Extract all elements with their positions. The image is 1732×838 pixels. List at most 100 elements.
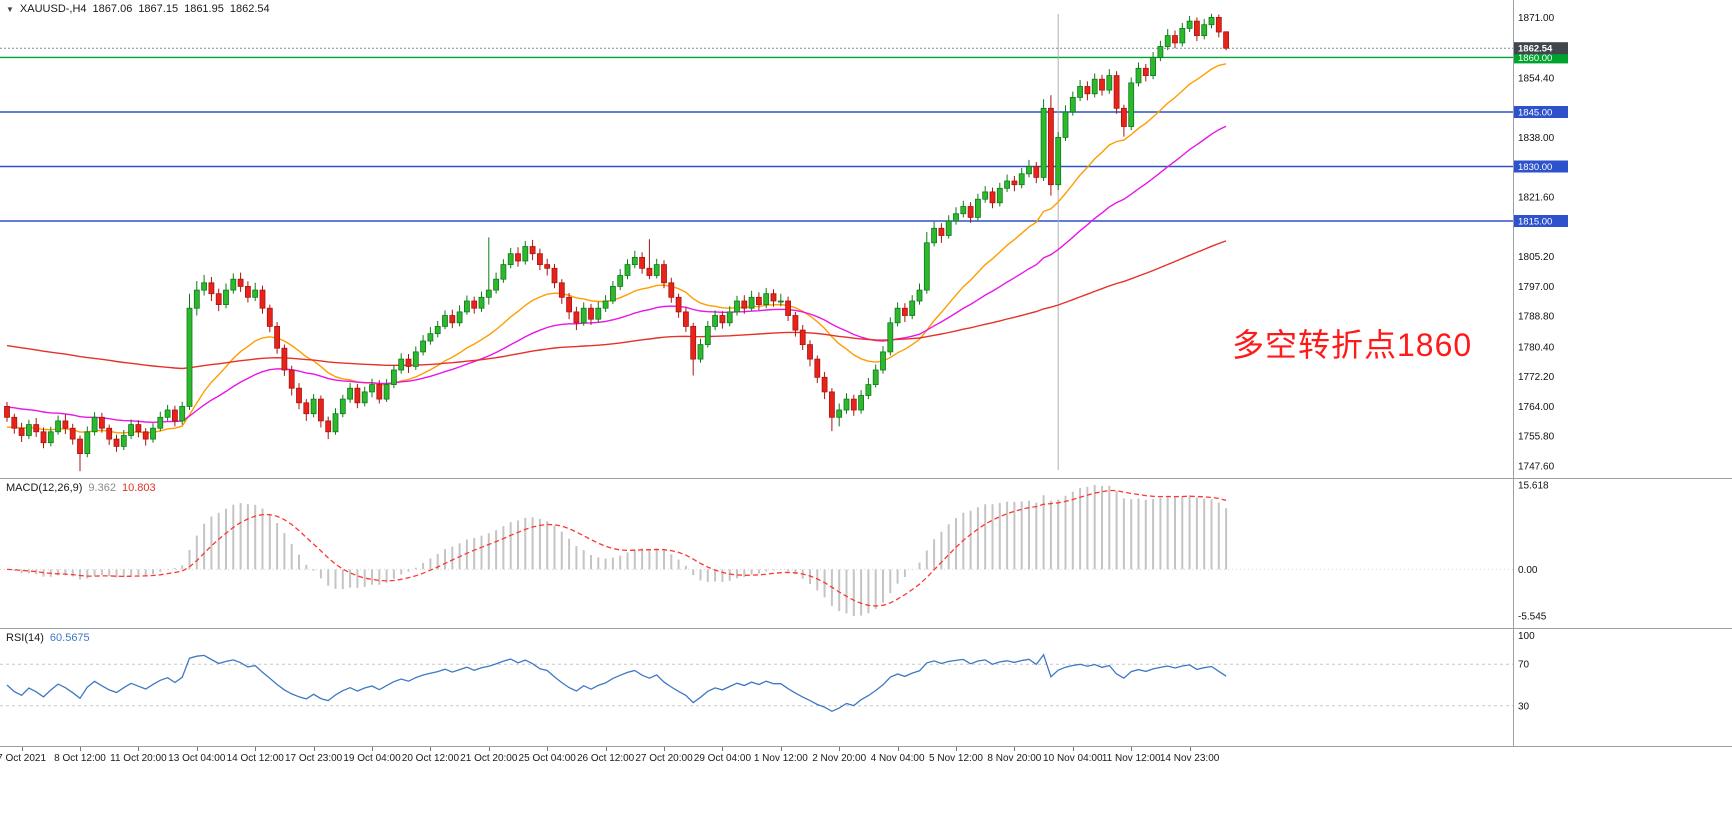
candle [412,346,419,370]
candle [1215,14,1222,38]
candle [500,259,507,283]
symbol-dropdown-icon[interactable]: ▼ [6,4,14,14]
rsi-label: RSI(14) [6,632,44,644]
candle [1084,81,1091,101]
candle [1033,162,1040,184]
candle [113,434,120,452]
candle [1106,69,1113,94]
rsi-info-line: RSI(14) 60.5675 [6,632,90,644]
time-axis-tick [547,747,549,751]
candle [975,193,981,221]
candle [215,288,222,312]
candle [756,292,762,311]
macd-info-line: MACD(12,26,9) 9.362 10.803 [6,482,156,494]
candle [25,419,32,440]
candle [909,295,916,320]
price-axis-tick-label: 1821.60 [1518,193,1555,204]
price-level-badge-label: 1845.00 [1518,108,1552,119]
price-axis-separator [1513,0,1514,746]
time-axis-tick [488,747,490,751]
candle [288,365,295,396]
candle [463,295,470,315]
candle [40,427,47,449]
price-axis-tick-label: 1805.20 [1518,252,1555,263]
rsi-panel[interactable]: 100 70 30 RSI(14) 60.5675 [0,628,1732,747]
time-axis-label: 19 Oct 04:00 [343,753,401,764]
time-axis-label: 5 Nov 12:00 [929,753,983,764]
rsi-line [6,653,1227,713]
candle [1150,52,1156,80]
candle [880,346,886,374]
candle [653,258,660,279]
candle [62,414,69,434]
candle [77,435,83,472]
time-axis-tick [897,747,899,751]
chart-annotation-text[interactable]: 多空转折点1860 [1232,327,1473,363]
candle [741,295,748,314]
candle [405,354,412,373]
time-axis-tick [1189,747,1191,751]
candle [361,386,368,407]
candle [704,321,711,348]
price-level-badge [1514,106,1568,118]
macd-axis-label: -5.545 [1518,612,1547,623]
time-axis[interactable]: 7 Oct 2021 8 Oct 12:00 11 Oct 20:00 13 Oct … [0,746,1732,838]
time-axis-tick [1014,747,1016,751]
candlestick-chart[interactable]: 1871.00 1854.40 1838.00 1821.60 1805.20 1797.… [0,0,1732,478]
candle [522,241,529,265]
time-axis-label: 11 Oct 20:00 [110,753,167,764]
candle [128,419,135,440]
candle [376,380,383,404]
candle [1128,77,1135,131]
candle [398,353,405,374]
candle [799,325,806,350]
price-level-badge [1514,160,1568,173]
candle [303,399,310,421]
candle [537,248,543,271]
candle [1135,62,1142,87]
candle [894,302,901,327]
candle [588,303,594,325]
candle [1164,29,1171,51]
candle [230,273,237,294]
candle [1142,64,1149,82]
time-axis-label: 7 Oct 2021 [0,753,47,764]
main-chart-panel[interactable]: 1871.00 1854.40 1838.00 1821.60 1805.20 1797.… [0,0,1732,478]
ma-mid-line [6,125,1227,424]
ma-fast-line [6,63,1227,434]
candle [850,394,857,416]
time-axis-label: 13 Oct 04:00 [168,753,226,764]
candle [69,423,76,445]
macd-panel[interactable]: 15.618 0.00 -5.545 MACD(12,26,9) 9.362 10.… [0,478,1732,629]
candle [135,420,142,438]
candle [164,404,171,421]
candle [1069,91,1076,116]
time-axis-label: 27 Oct 20:00 [635,753,693,764]
candle [938,223,945,243]
candle [566,293,572,320]
candle [865,378,872,400]
candle [507,247,514,269]
price-axis-tick-label: 1788.80 [1518,312,1555,323]
rsi-value: 60.5675 [49,632,90,644]
time-axis-label: 25 Oct 04:00 [518,753,576,764]
time-axis-tick [1131,747,1133,751]
candle [858,390,864,414]
candle [1186,16,1193,32]
candle [193,281,200,316]
candle [186,293,193,410]
macd-chart[interactable]: 15.618 0.00 -5.545 [0,479,1732,628]
candle [785,296,791,321]
candle [602,295,609,312]
candle [266,304,273,333]
candle [544,258,551,276]
time-axis-tick [839,747,841,751]
time-axis-label: 29 Oct 04:00 [693,753,752,764]
rsi-chart[interactable]: 100 70 30 [0,629,1732,746]
candle [1048,95,1054,196]
price-axis-tick-label: 1764.00 [1518,402,1555,413]
candle [1201,18,1208,40]
time-axis-label: 26 Oct 12:00 [576,753,635,764]
price-axis[interactable] [1514,0,1732,746]
candle [931,221,937,247]
